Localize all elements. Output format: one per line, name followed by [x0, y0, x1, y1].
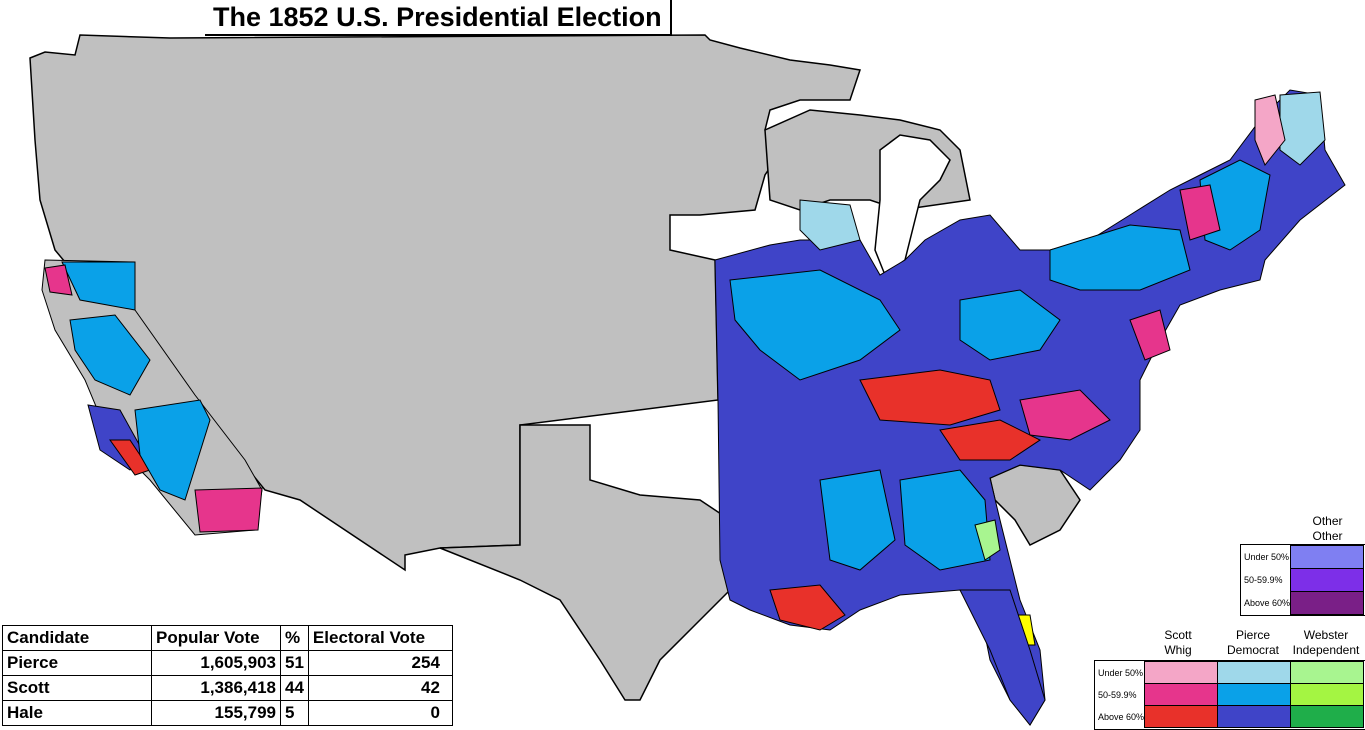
legend-other-swatch — [1290, 568, 1364, 592]
legend-scott-header: Scott Whig — [1140, 628, 1216, 658]
democrat-region-mid — [729, 269, 901, 381]
results-row: Scott 1,386,418 44 42 — [2, 675, 453, 701]
popular-vote: 155,799 — [151, 700, 281, 726]
ca-whig-north — [44, 264, 73, 296]
candidate-name: Hale — [2, 700, 152, 726]
legend-other-line1: Other — [1312, 514, 1343, 528]
legend-other-row-label: 50-59.9% — [1244, 575, 1283, 585]
ca-whig-south — [194, 487, 263, 533]
map-title: The 1852 U.S. Presidential Election — [205, 0, 672, 36]
popular-vote: 1,386,418 — [151, 675, 281, 701]
legend-other-swatch — [1290, 591, 1364, 615]
vote-percent: 5 — [280, 700, 309, 726]
eastern-states-counties — [714, 89, 1346, 726]
democrat-region-georgia — [899, 469, 991, 571]
california-counties — [41, 259, 263, 536]
territories-gray — [29, 34, 1081, 701]
legend-swatch-webster-50-60 — [1290, 683, 1364, 706]
header-electoral-vote: Electoral Vote — [307, 625, 453, 651]
legend-pierce-header: Pierce Democrat — [1215, 628, 1291, 658]
legend-swatch-webster-under50 — [1290, 661, 1364, 684]
vote-percent: 51 — [280, 650, 309, 676]
whig-region-maryland — [1129, 309, 1171, 361]
electoral-vote: 254 — [307, 650, 453, 676]
ca-democrat-central — [69, 314, 151, 396]
legend-other-row-label: Above 60% — [1244, 598, 1291, 608]
democrat-region-ny — [1049, 224, 1191, 291]
ca-democrat-east — [134, 399, 211, 501]
popular-vote: 1,605,903 — [151, 650, 281, 676]
results-header-row: Candidate Popular Vote % Electoral Vote — [2, 625, 453, 651]
legend-webster-line1: Webster — [1303, 628, 1349, 642]
legend-other-line2: Other — [1312, 529, 1343, 543]
legend-swatch-scott-50-60 — [1144, 683, 1218, 706]
democrat-region-ohio — [959, 289, 1061, 361]
electoral-vote: 0 — [307, 700, 453, 726]
legend-webster-header: Webster Independent — [1288, 628, 1364, 658]
legend-swatch-pierce-50-60 — [1217, 683, 1291, 706]
democrat-region-alabama — [819, 469, 896, 571]
legend-row-label: Above 60% — [1098, 712, 1145, 722]
legend-scott-line1: Scott — [1164, 628, 1192, 642]
vote-percent: 44 — [280, 675, 309, 701]
legend-pierce-line1: Pierce — [1235, 628, 1270, 642]
legend-swatch-scott-under50 — [1144, 661, 1218, 684]
electoral-vote: 42 — [307, 675, 453, 701]
legend-other-header: Other Other — [1300, 514, 1355, 544]
header-popular-vote: Popular Vote — [151, 625, 281, 651]
header-candidate: Candidate — [2, 625, 152, 651]
democrat-light-wi — [799, 199, 861, 251]
whig-region-nc — [1019, 389, 1111, 441]
results-row: Pierce 1,605,903 51 254 — [2, 650, 453, 676]
florida-region — [959, 589, 1046, 726]
legend-other-box: Under 50% 50-59.9% Above 60% — [1240, 544, 1365, 616]
legend-scott-line2: Whig — [1164, 643, 1192, 657]
legend-swatch-webster-above60 — [1290, 705, 1364, 728]
results-table: Candidate Popular Vote % Electoral Vote … — [2, 625, 453, 726]
legend-swatch-scott-above60 — [1144, 705, 1218, 728]
great-lakes-region — [874, 134, 951, 277]
legend-row-label: 50-59.9% — [1098, 690, 1137, 700]
legend-other-row-label: Under 50% — [1244, 552, 1290, 562]
legend-row-label: Under 50% — [1098, 668, 1144, 678]
candidate-name: Scott — [2, 675, 152, 701]
webster-region-georgia — [974, 519, 1001, 561]
whig-region-louisiana — [769, 584, 846, 631]
header-percent: % — [280, 625, 309, 651]
whig-region-vermont — [1179, 184, 1221, 241]
legend-other-swatch — [1290, 545, 1364, 569]
whig-region-kentucky — [859, 369, 1001, 426]
results-row: Hale 155,799 5 0 — [2, 700, 453, 726]
whig-region-tennessee — [939, 419, 1041, 461]
ca-democrat-north — [61, 261, 136, 311]
legend-main-box: Under 50% 50-59.9% Above 60% — [1094, 660, 1365, 730]
candidate-name: Pierce — [2, 650, 152, 676]
legend-swatch-pierce-above60 — [1217, 705, 1291, 728]
legend-webster-line2: Independent — [1292, 643, 1360, 657]
legend-pierce-line2: Democrat — [1226, 643, 1279, 657]
legend-swatch-pierce-under50 — [1217, 661, 1291, 684]
whig-light-region — [1254, 94, 1286, 166]
